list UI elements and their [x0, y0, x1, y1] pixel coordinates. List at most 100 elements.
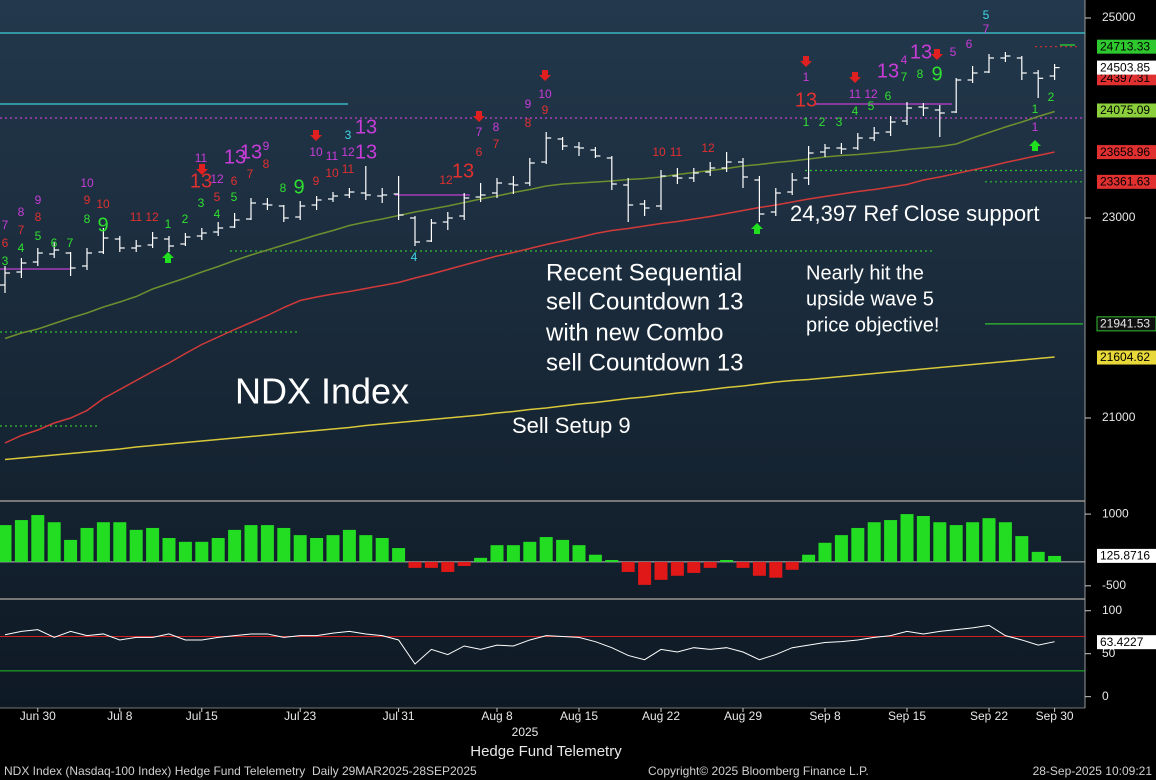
y-tick-label: 25000 [1102, 10, 1136, 24]
value-label-box [1097, 635, 1156, 650]
td-count-label: 9 [35, 193, 42, 207]
value-label-box [1097, 548, 1156, 563]
td-count-label: 1 [1032, 120, 1039, 134]
td-count-label: 2 [1048, 90, 1055, 104]
annotation: sell Countdown 13 [546, 349, 743, 376]
bar [359, 535, 373, 562]
annotation: with new Combo [545, 319, 723, 346]
bar [654, 561, 668, 580]
td-count-label: 9 [84, 193, 91, 207]
td-count-label: 8 [280, 181, 287, 195]
td-count-label: 1 [165, 217, 172, 231]
td-count-label: 5 [983, 8, 990, 22]
x-tick-label: Jul 31 [383, 709, 415, 723]
value-label: 24503.85 [1100, 60, 1150, 74]
buy-arrow [162, 252, 174, 263]
td-count-label: 11 [342, 162, 355, 176]
bar [457, 561, 471, 566]
td-count-label: 7 [983, 22, 990, 36]
value-label-box [1096, 316, 1156, 332]
bar [474, 557, 488, 562]
bar [375, 538, 389, 562]
td-count-label: 9 [97, 214, 108, 236]
value-label-box [1097, 103, 1156, 118]
td-count-label: 11 [326, 149, 339, 163]
value-label: 21941.53 [1100, 317, 1150, 331]
buy-arrow [1029, 140, 1041, 151]
td-count-label: 6 [231, 174, 238, 188]
footer-left: NDX Index (Nasdaq-100 Index) Hedge Fund … [4, 764, 477, 778]
td-count-label: 10 [309, 145, 323, 159]
bar [211, 538, 225, 562]
x-tick-label: Jul 15 [186, 709, 218, 723]
sell-arrow [800, 56, 812, 67]
x-axis-title: Hedge Fund Telemetry [470, 743, 622, 760]
bar [802, 554, 816, 562]
td-count-label: 8 [263, 157, 270, 171]
y-tick-label: 1000 [1102, 506, 1129, 520]
bar [605, 560, 619, 562]
footer-right: 28-Sep-2025 10:09:21 [1033, 764, 1153, 778]
value-label: 125.8716 [1100, 549, 1150, 563]
td-count-label: 8 [84, 212, 91, 226]
bar [1031, 551, 1045, 562]
bar [867, 522, 881, 562]
bar [506, 545, 520, 562]
y-tick-label: 50 [1102, 646, 1116, 660]
x-tick-label: Jul 23 [284, 709, 316, 723]
td-count-label: 12 [145, 210, 159, 224]
td-count-label: 10 [80, 176, 94, 190]
td-count-label: 10 [652, 145, 666, 159]
value-label-box [1097, 60, 1156, 75]
bar [1048, 555, 1062, 562]
y-tick-label: 21000 [1102, 410, 1136, 424]
td-count-label: 11 [849, 87, 862, 101]
annotation: Nearly hit the [806, 262, 924, 284]
td-count-label: 13 [240, 141, 262, 163]
td-count-label: 10 [538, 87, 552, 101]
bar [326, 535, 340, 562]
annotation: Sell Setup 9 [512, 413, 631, 438]
td-count-label: 13 [452, 160, 474, 182]
bar [834, 535, 848, 562]
annotation: sell Countdown 13 [546, 288, 743, 315]
bar [424, 561, 438, 568]
annotation: upside wave 5 [806, 288, 934, 310]
td-count-label: 2 [182, 212, 189, 226]
value-label: 23361.63 [1100, 175, 1150, 189]
bar [96, 522, 110, 562]
td-count-label: 6 [966, 37, 973, 51]
td-count-label: 5 [214, 190, 221, 204]
td-count-label: 9 [542, 103, 549, 117]
x-tick-label: Sep 15 [888, 709, 926, 723]
td-count-label: 13 [355, 116, 377, 138]
td-count-label: 9 [293, 176, 304, 198]
bar [884, 520, 898, 562]
value-label-box [1097, 71, 1156, 86]
td-count-label: 9 [525, 97, 532, 111]
bar [572, 545, 586, 562]
bar [851, 527, 865, 562]
td-count-label: 13 [910, 41, 932, 63]
bar [0, 525, 12, 562]
td-count-label: 12 [210, 172, 224, 186]
td-count-label: 8 [493, 120, 500, 134]
td-count-label: 8 [35, 210, 42, 224]
td-count-label: 4 [18, 241, 25, 255]
bar [31, 515, 45, 562]
bar [408, 561, 422, 568]
bar [769, 561, 783, 578]
bar [277, 527, 291, 562]
td-count-label: 4 [901, 53, 908, 67]
td-count-label: 8 [18, 205, 25, 219]
moving-average [4, 356, 1055, 461]
td-count-label: 13 [224, 146, 246, 168]
x-tick-label: Sep 22 [970, 709, 1008, 723]
sell-arrow [849, 72, 861, 83]
bar [621, 561, 635, 572]
value-label: 24713.33 [1100, 39, 1150, 53]
bar [1015, 536, 1029, 562]
td-count-label: 7 [67, 236, 74, 250]
td-count-label: 12 [341, 145, 355, 159]
bar [244, 525, 258, 562]
